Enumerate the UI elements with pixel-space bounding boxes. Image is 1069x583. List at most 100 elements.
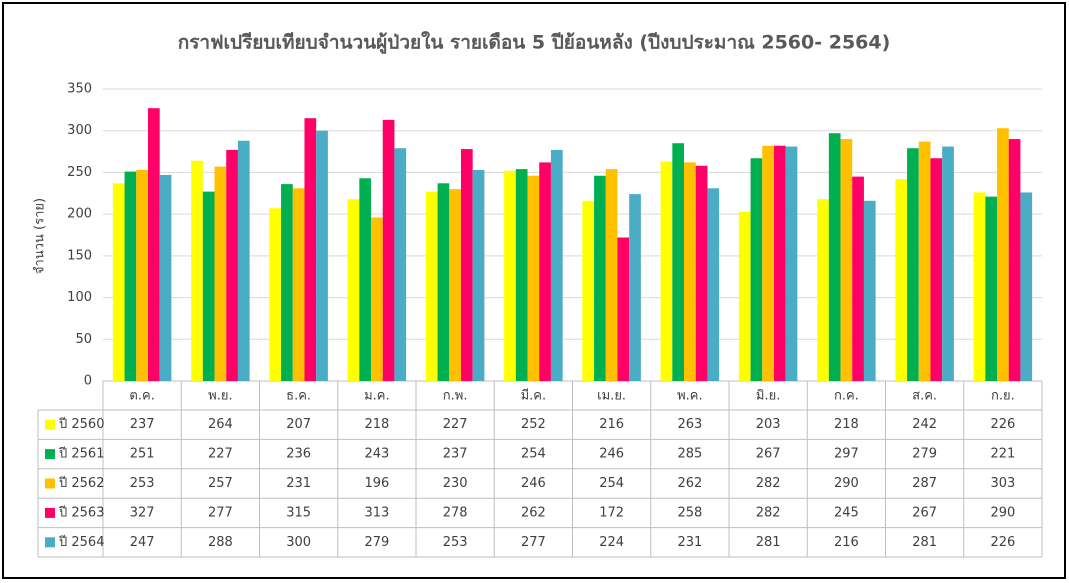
table-value: 231 [677,535,702,550]
table-value: 236 [286,447,311,462]
y-tick-label: 100 [67,290,92,305]
table-value: 282 [756,505,781,520]
bar [895,179,908,381]
y-tick-label: 50 [75,332,92,347]
table-value: 246 [521,476,546,491]
bar [973,192,986,381]
bar [840,139,853,381]
bar [539,162,551,381]
table-value: 267 [912,505,937,520]
bar [304,118,317,381]
x-tick-label: ต.ค. [129,389,154,404]
bar [907,148,919,381]
x-tick-label: เม.ย. [597,389,626,404]
table-value: 247 [130,535,155,550]
x-tick-label: พ.ย. [208,389,232,404]
table-value: 277 [521,535,546,550]
table-value: 288 [208,535,233,550]
bar [124,171,137,381]
legend-swatch [45,507,55,518]
bar [785,146,798,381]
bar [359,178,372,381]
table-value: 224 [599,535,624,550]
x-tick-label: ส.ค. [912,389,937,404]
table-value: 313 [364,505,389,520]
bar [1020,192,1033,381]
legend-swatch [45,419,55,430]
table-value: 237 [130,417,155,432]
bar [773,145,786,381]
y-axis-label: จำนวน (ราย) [33,198,48,274]
legend-label: ปี 2562 [58,475,104,491]
bar [449,189,461,381]
y-tick-label: 350 [67,82,92,97]
bar [918,141,931,381]
table-value: 254 [521,447,546,462]
bar [159,174,172,381]
bar [750,158,763,381]
table-value: 282 [756,476,781,491]
legend-label: ปี 2563 [58,504,104,520]
bar [582,200,595,381]
table-value: 300 [286,535,311,550]
bar [460,149,473,381]
table-value: 315 [286,505,311,520]
legend-swatch [45,449,55,460]
bar [660,161,673,381]
bar [550,149,563,381]
bar [472,169,485,381]
table-value: 263 [677,417,702,432]
table-value: 231 [286,476,311,491]
table-value: 281 [756,535,781,550]
table-value: 267 [756,447,781,462]
bar [112,183,125,381]
x-tick-label: พ.ค. [677,389,703,404]
legend-swatch [45,478,55,489]
table-value: 262 [677,476,702,491]
bar [863,200,876,381]
bar [672,143,685,381]
legend-label: ปี 2561 [58,446,104,462]
table-value: 246 [599,447,624,462]
bar [214,166,227,381]
bar [707,188,720,381]
bar [226,149,238,381]
bar [202,191,215,381]
bar [504,170,516,381]
table-value: 277 [208,505,233,520]
bar [997,128,1009,381]
y-tick-label: 150 [67,248,92,263]
bar [762,145,774,381]
bar [828,133,841,381]
table-value: 237 [443,447,468,462]
x-tick-label: มี.ค. [521,388,547,404]
y-tick-label: 200 [67,207,92,222]
legend-label: ปี 2564 [58,534,104,550]
x-tick-label: ก.ย. [991,389,1015,404]
bar [817,199,829,381]
table-value: 327 [130,505,155,520]
chart-title: กราฟเปรียบเทียบจำนวนผู้ป่วยใน รายเดือน 5… [178,31,891,55]
table-value: 218 [364,417,389,432]
bar [191,160,203,381]
table-value: 264 [208,417,233,432]
bar [347,199,360,381]
table-value: 281 [912,535,937,550]
y-tick-label: 250 [67,165,92,180]
table-value: 203 [756,417,781,432]
table-value: 279 [912,447,937,462]
bar [147,108,160,381]
legend-swatch [45,537,55,548]
bar [695,165,708,381]
bar [371,217,383,381]
bar [425,191,438,381]
bar [281,184,293,381]
table-value: 226 [990,535,1015,550]
table-value: 227 [443,417,468,432]
bar [629,194,641,381]
table-value: 253 [443,535,468,550]
table-value: 279 [364,535,389,550]
bar [292,188,305,381]
table-value: 278 [443,505,468,520]
